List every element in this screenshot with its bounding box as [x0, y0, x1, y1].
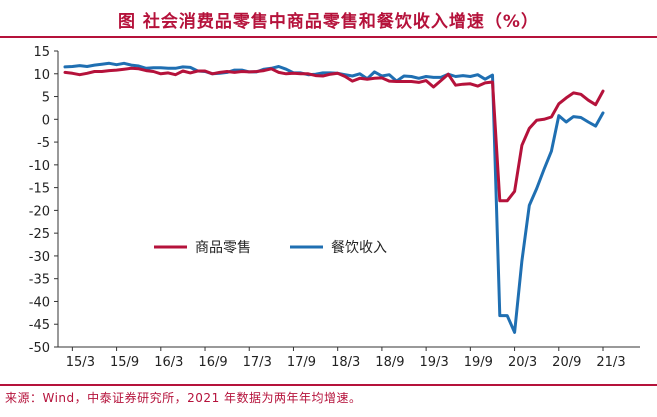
- x-tick-label: 20/3: [508, 355, 537, 370]
- y-tick-label: -20: [29, 204, 50, 219]
- x-tick-label: 18/3: [331, 355, 360, 370]
- title-divider: [0, 36, 657, 38]
- x-tick-label: 19/9: [464, 355, 493, 370]
- chart-title: 图 社会消费品零售中商品零售和餐饮收入增速（%）: [118, 12, 539, 32]
- title-area: 图 社会消费品零售中商品零售和餐饮收入增速（%）: [0, 0, 657, 40]
- x-tick-label: 16/3: [154, 355, 183, 370]
- y-tick-label: -40: [29, 295, 50, 310]
- y-tick-label: -45: [29, 318, 50, 333]
- x-tick-label: 15/9: [110, 355, 139, 370]
- series-line-goods-retail: [63, 66, 605, 203]
- y-tick-label: 15: [33, 45, 50, 60]
- legend-label: 餐饮收入: [331, 240, 387, 256]
- x-tick-label: 16/9: [198, 355, 227, 370]
- series-layer: [63, 61, 605, 334]
- y-tick-label: -50: [29, 341, 50, 356]
- y-tick-label: 5: [42, 91, 50, 106]
- y-tick-label: -25: [29, 227, 50, 242]
- x-tick-label: 15/3: [66, 355, 95, 370]
- y-tick-label: -5: [37, 136, 50, 151]
- x-tick-label: 21/3: [596, 355, 625, 370]
- y-tick-label: -10: [29, 159, 50, 174]
- y-tick-label: -35: [29, 273, 50, 288]
- legend: 商品零售 餐饮收入: [154, 240, 387, 256]
- y-tick-label: 10: [33, 68, 50, 83]
- x-axis: 15/3 15/9 16/3 16/9 17/3 17/9 18/3 18/9 19/3 19/9…: [58, 346, 640, 370]
- y-tick-label: -30: [29, 250, 50, 265]
- source-divider: [0, 384, 657, 386]
- x-tick-label: 19/3: [420, 355, 449, 370]
- x-tick-label: 18/9: [375, 355, 404, 370]
- source-note: 来源：Wind，中泰证券研究所，2021 年数据为两年年均增速。: [5, 391, 362, 405]
- x-tick-label: 20/9: [552, 355, 581, 370]
- series-line-catering: [63, 61, 605, 334]
- legend-label: 商品零售: [195, 240, 251, 256]
- y-tick-label: 0: [42, 113, 50, 128]
- x-tick-label: 17/9: [287, 355, 316, 370]
- x-tick-label: 17/3: [243, 355, 272, 370]
- y-tick-label: -15: [29, 182, 50, 197]
- y-axis: 15 10 5 0 -5 -10 -15 -20 -25 -30 -35 -40 -45 -50: [29, 45, 59, 356]
